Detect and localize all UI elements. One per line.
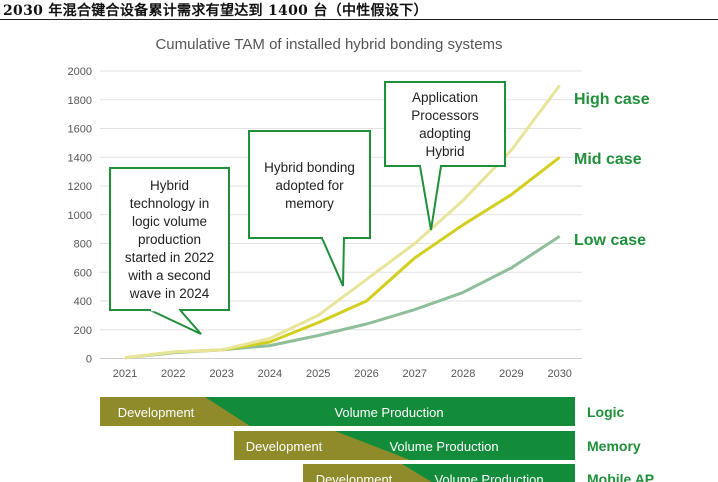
callout-text: adopted for xyxy=(275,178,344,193)
series-line-high xyxy=(124,84,561,360)
callout-text: Application xyxy=(412,90,478,105)
x-tick-label: 2027 xyxy=(403,368,427,380)
development-bar xyxy=(303,464,432,482)
timeline-row: Development Volume Production Logic xyxy=(100,397,625,426)
production-label: Volume Production xyxy=(434,472,543,482)
production-label: Volume Production xyxy=(334,405,443,420)
y-tick-label: 2000 xyxy=(68,66,92,78)
timeline-row: Development Volume Production Memory xyxy=(234,431,641,460)
callout-box: Application Processors adopting Hybrid xyxy=(384,81,506,231)
callout-text: technology in xyxy=(130,196,210,211)
axis-layer: 0 200 400 600 800 1000 1200 1400 1600 1800 2000 202… xyxy=(68,66,572,380)
x-tick-label: 2022 xyxy=(161,368,185,380)
callout-text: with a second xyxy=(127,268,211,283)
x-tick-label: 2026 xyxy=(354,368,378,380)
x-tick-label: 2030 xyxy=(547,368,571,380)
series-label-high: High case xyxy=(574,91,650,108)
segment-label: Mobile AP xyxy=(587,471,654,482)
x-tick-label: 2023 xyxy=(209,368,233,380)
callout-text: Hybrid xyxy=(150,178,189,193)
y-tick-label: 200 xyxy=(74,325,92,337)
y-tick-label: 1200 xyxy=(68,181,92,193)
page-title: 2030 年混合键合设备累计需求有望达到 1400 台（中性假设下） xyxy=(3,3,428,19)
y-tick-label: 800 xyxy=(74,239,92,251)
y-tick-label: 0 xyxy=(86,354,92,366)
callout-text: adopting xyxy=(419,126,471,141)
callout-text: Processors xyxy=(411,108,479,123)
development-bar xyxy=(100,397,250,426)
x-tick-label: 2024 xyxy=(258,368,282,380)
development-bar xyxy=(234,431,410,460)
callout-text: logic volume xyxy=(132,214,207,229)
y-tick-label: 1800 xyxy=(68,95,92,107)
callout-text: production xyxy=(138,232,201,247)
callout-text: memory xyxy=(285,196,334,211)
y-tick-label: 1000 xyxy=(68,210,92,222)
timeline-row: Development Volume Production Mobile AP xyxy=(303,464,654,482)
title-rule xyxy=(0,19,718,20)
callout-text: wave in 2024 xyxy=(129,286,210,301)
development-label: Development xyxy=(316,472,393,482)
series-label-mid: Mid case xyxy=(574,151,642,168)
callout-text: started in 2022 xyxy=(125,250,214,265)
callout-box: Hybrid bonding adopted for memory xyxy=(248,130,371,287)
series-label-low: Low case xyxy=(574,232,646,249)
segment-label: Logic xyxy=(587,404,625,420)
x-tick-label: 2021 xyxy=(113,368,137,380)
callout-layer: Hybrid technology in logic volume productio… xyxy=(109,81,506,335)
y-tick-label: 1400 xyxy=(68,152,92,164)
chart-title: Cumulative TAM of installed hybrid bondi… xyxy=(155,36,502,53)
x-tick-label: 2029 xyxy=(499,368,523,380)
x-tick-label: 2025 xyxy=(306,368,330,380)
production-label: Volume Production xyxy=(389,439,498,454)
x-tick-label: 2028 xyxy=(451,368,475,380)
callout-text: Hybrid xyxy=(425,144,464,159)
callout-box: Hybrid technology in logic volume productio… xyxy=(109,167,230,335)
callout-text: Hybrid bonding xyxy=(264,160,355,175)
y-tick-label: 600 xyxy=(74,267,92,279)
y-tick-label: 400 xyxy=(74,296,92,308)
segment-label: Memory xyxy=(587,438,641,454)
development-label: Development xyxy=(118,405,195,420)
timeline-layer: Development Volume Production LogicDevelop… xyxy=(100,397,654,482)
series-label-layer: High case Mid case Low case xyxy=(574,91,650,249)
series-layer xyxy=(124,84,561,360)
development-label: Development xyxy=(246,439,323,454)
y-tick-label: 1600 xyxy=(68,124,92,136)
